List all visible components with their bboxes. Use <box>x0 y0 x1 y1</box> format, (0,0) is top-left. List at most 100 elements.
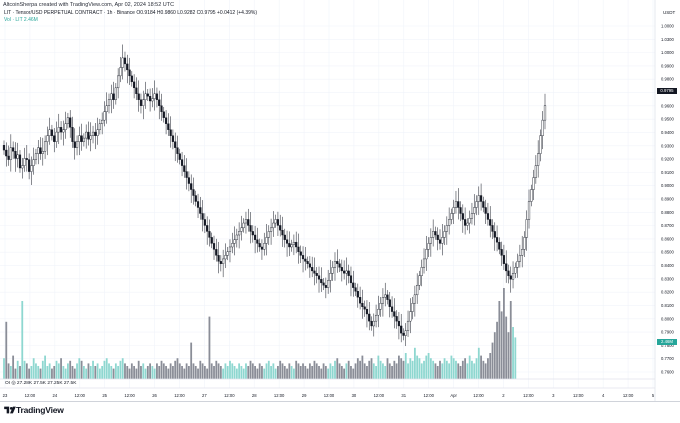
volume-bar <box>53 366 56 379</box>
volume-bar <box>493 332 496 379</box>
volume-bar <box>32 358 35 379</box>
candle-body-down <box>126 63 129 71</box>
volume-bar <box>112 368 115 379</box>
volume-bar <box>411 360 414 379</box>
candle-body-up <box>454 201 458 208</box>
price-tick-label: 0.9600 <box>661 103 674 108</box>
candle-body-up <box>521 249 524 256</box>
volume-bar <box>265 363 268 379</box>
time-tick-label: 28 <box>252 393 257 398</box>
candle-body-up <box>473 207 476 214</box>
volume-bar <box>450 355 453 379</box>
candle-body-down <box>187 177 190 184</box>
volume-bar <box>443 358 446 379</box>
volume-bar <box>231 363 234 379</box>
candle-body-down <box>167 123 170 130</box>
candle-body-down <box>5 149 8 157</box>
candle-body-down <box>160 105 163 112</box>
candle-body-down <box>185 171 188 178</box>
candle-body-down <box>338 263 341 268</box>
candle-body-up <box>379 303 382 310</box>
volume-bar <box>174 360 177 379</box>
volume-bar <box>85 368 88 379</box>
volume-bar <box>199 360 202 379</box>
volume-bar <box>19 366 21 379</box>
candle-body-up <box>151 98 154 102</box>
volume-bar <box>322 363 325 379</box>
candle-body-down <box>297 246 300 252</box>
volume-bar <box>336 358 339 379</box>
candle-body-down <box>71 127 74 142</box>
candle-body-up <box>66 117 70 124</box>
volume-bar <box>434 363 437 379</box>
candle-body-down <box>313 270 316 274</box>
candle-body-down <box>196 201 200 208</box>
volume-bar <box>386 358 389 379</box>
candle-body-up <box>514 267 517 274</box>
volume-bar <box>340 366 343 379</box>
price-axis[interactable]: 1.00001.03001.00000.99000.98000.97000.96… <box>661 24 674 375</box>
time-axis[interactable]: 23 12:00 24 12:00 25 12:00 26 12:00 27 12:00 28 12:… <box>3 393 655 398</box>
candle-body-down <box>365 308 369 315</box>
candle-body-up <box>101 119 104 124</box>
candle-body-up <box>48 129 51 136</box>
candle-body-up <box>427 243 430 250</box>
volume-bar <box>14 368 17 379</box>
candle-body-down <box>288 243 291 248</box>
volume-bar <box>176 358 179 379</box>
candle-body-up <box>377 308 380 316</box>
volume-bar <box>114 363 117 379</box>
candle-body-up <box>263 243 266 250</box>
volume-bar <box>263 368 266 379</box>
candle-body-down <box>18 154 22 169</box>
volume-bar <box>293 368 295 379</box>
candle-body-up <box>422 258 426 268</box>
volume-bar <box>311 366 314 379</box>
volume-bar <box>229 360 231 379</box>
candle-body-down <box>50 129 54 136</box>
volume-bar <box>402 360 405 379</box>
volume-bar <box>222 368 225 379</box>
volume-bar <box>64 368 67 379</box>
candle-body-up <box>404 330 407 336</box>
time-tick-label: 30 <box>352 393 357 398</box>
candle-body-down <box>311 267 314 272</box>
candle-body-up <box>445 225 448 232</box>
volume-bar <box>37 366 40 379</box>
candle-body-down <box>361 303 364 307</box>
volume-bar <box>87 363 90 379</box>
candle-body-down <box>393 311 396 317</box>
volume-bar <box>133 366 136 379</box>
volume-bar <box>210 363 213 379</box>
volume-bar <box>370 358 373 379</box>
volume-info-line[interactable]: Vol · LIT 2.46M <box>4 17 38 23</box>
time-tick-label: 12:00 <box>523 393 534 398</box>
candle-body-down <box>281 230 284 236</box>
candle-body-up <box>429 237 432 244</box>
candle-body-down <box>315 273 318 276</box>
candle-body-down <box>500 249 503 256</box>
currency-label[interactable]: USDT <box>663 10 676 15</box>
volume-bar <box>320 368 323 379</box>
volume-bar <box>251 363 254 379</box>
candle-body-down <box>171 135 175 142</box>
candle-body-up <box>516 261 519 268</box>
candle-body-down <box>180 159 184 166</box>
candle-body-up <box>523 237 526 250</box>
candle-body-up <box>406 320 410 331</box>
volume-bar <box>247 366 250 379</box>
candle-body-down <box>390 306 394 312</box>
candle-body-down <box>2 145 6 151</box>
volume-bar <box>404 353 407 379</box>
volume-bar <box>514 337 517 379</box>
volume-bar <box>354 363 357 379</box>
volume-bar <box>313 360 316 379</box>
candle-body-up <box>525 219 528 238</box>
volume-bar <box>60 358 62 379</box>
volume-bar <box>318 366 320 379</box>
volume-bar <box>281 363 284 379</box>
time-tick-label: 12:00 <box>25 393 36 398</box>
candle-body-down <box>436 234 439 240</box>
candle-body-up <box>443 231 446 238</box>
symbol-info-line[interactable]: LIT · Tensor/USD PERPETUAL CONTRACT · 1h… <box>4 10 258 16</box>
